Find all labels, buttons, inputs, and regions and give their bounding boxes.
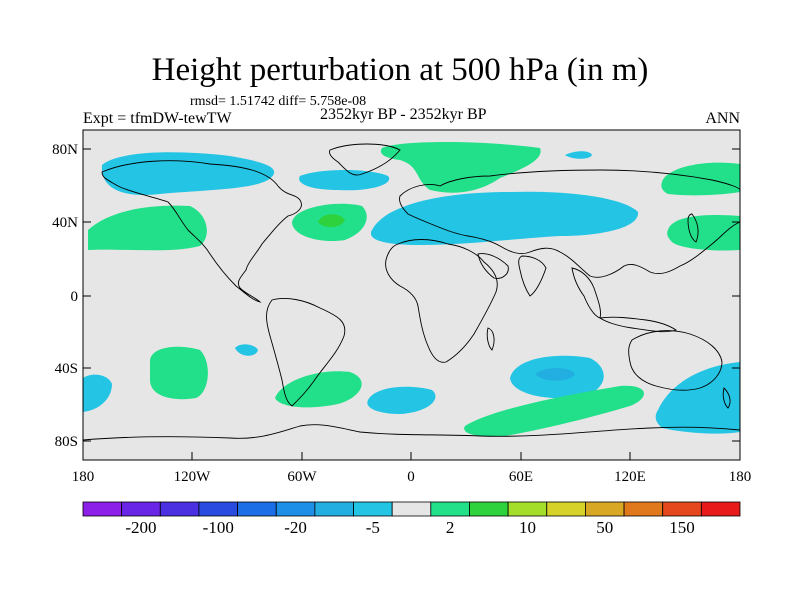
coast-greenland [329,143,401,176]
colorbar-swatch [662,501,702,517]
negative-region-eurasia [370,191,639,245]
coast-arabia [477,253,509,279]
colorbar [82,501,741,517]
coast-south-america [266,297,346,407]
lon-label-60w: 60W [287,469,317,485]
negative-region-east-pacific-south [235,344,258,356]
positive-region-southern-ocean [464,385,644,437]
colorbar-swatch [507,501,548,517]
lon-label-0: 0 [407,469,415,485]
colorbar-label: -200 [125,518,156,537]
colorbar-swatch [391,501,432,517]
coastlines [83,143,740,441]
positive-region-south-pacific [150,346,208,400]
coast-europe-asia [399,169,740,278]
colorbar-swatch [585,501,625,517]
contour-regions [83,142,740,437]
colorbar-label: -20 [284,518,307,537]
colorbar-swatch [469,501,509,517]
negative-region-arctic-east [565,151,592,159]
coast-antarctica [83,424,740,441]
coast-indonesia [598,316,678,333]
colorbar-swatch [121,501,161,517]
lat-label-80n: 80N [52,142,78,158]
colorbar-swatch [237,501,277,517]
colorbar-label: -5 [366,518,380,537]
colorbar-swatch [275,501,316,517]
negative-region-north-atlantic [299,170,390,191]
lon-label-120w: 120W [174,469,212,485]
latitude-labels: 80N 40N 0 40S 80S [52,142,78,450]
colorbar-label: 2 [446,518,455,537]
axis-ticks [82,148,741,460]
colorbar-swatch [159,501,200,517]
positive-region-south-america-south [275,371,362,408]
negative-region-north-pacific [101,152,275,195]
colorbar-label: 150 [669,518,695,537]
negative-region-south-atlantic [367,386,436,414]
lon-label-180w: 180 [72,469,95,485]
negative-region-sw-pacific [83,374,112,412]
lat-label-40s: 40S [55,361,78,377]
coast-africa [385,239,498,363]
lat-label-80s: 80S [55,434,78,450]
lon-label-60e: 60E [509,469,533,485]
positive-region-north-pacific-east [88,205,207,251]
colorbar-labels: -200 -100 -20 -5 2 10 50 150 [125,518,694,537]
colorbar-swatch [353,501,393,517]
negative-region-indian-core [535,368,575,381]
experiment-label: Expt = tfmDW-tewTW [83,110,232,127]
colorbar-swatch [314,501,354,517]
lon-label-180e: 180 [729,469,752,485]
coast-australia [628,330,723,391]
lat-label-40n: 40N [52,215,78,231]
coast-new-zealand [722,387,731,409]
colorbar-swatch [700,501,741,517]
stats-line: rmsd= 1.51742 diff= 5.758e-08 [190,94,367,109]
colorbar-swatch [546,501,586,517]
colorbar-swatch [198,501,238,517]
period-label: 2352kyr BP - 2352kyr BP [320,106,487,123]
map-title: Height perturbation at 500 hPa (in m) [151,52,649,88]
coast-north-america [101,160,302,303]
coast-madagascar [486,327,495,351]
colorbar-swatch [82,501,123,517]
coast-japan [687,213,699,243]
colorbar-label: -100 [203,518,234,537]
negative-region-se-pacific [655,362,740,434]
positive-region-greenland-arctic [380,142,541,193]
coast-india [518,255,547,297]
colorbar-label: 50 [596,518,613,537]
colorbar-swatch [430,501,470,517]
positive-region-siberia-east [661,162,740,196]
colorbar-swatch [623,501,664,517]
lon-label-120e: 120E [614,469,646,485]
colorbar-label: 10 [519,518,536,537]
positive-region-north-atlantic-core [318,214,345,228]
positive-region-west-pacific [667,215,740,251]
season-label: ANN [705,110,740,127]
longitude-labels: 180 120W 60W 0 60E 120E 180 [72,469,752,485]
lat-label-0: 0 [71,289,79,305]
